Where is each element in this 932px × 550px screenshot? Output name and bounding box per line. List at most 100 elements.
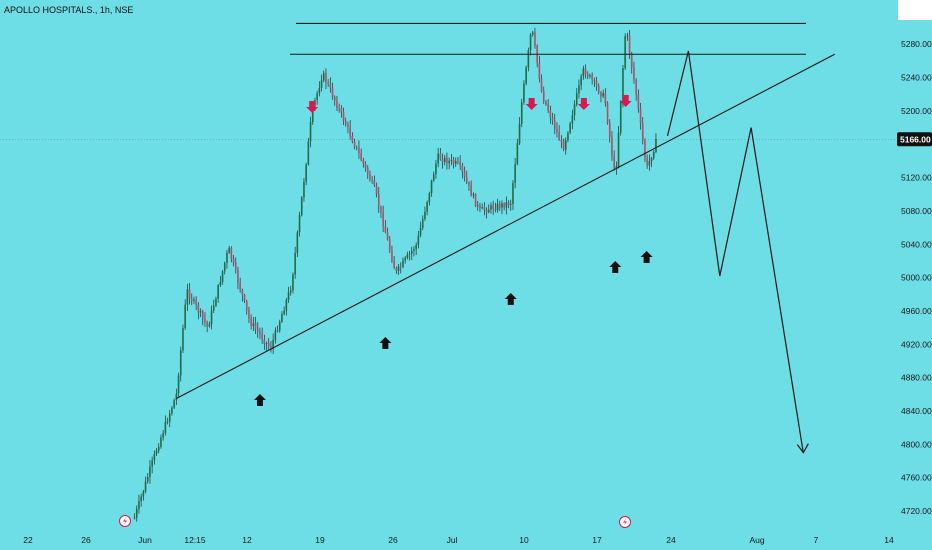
candle-body — [190, 298, 193, 301]
candle-body — [655, 139, 657, 153]
candle-body — [476, 205, 479, 207]
projection-path — [666, 50, 804, 453]
candle-body — [197, 304, 200, 313]
candle-body — [446, 157, 448, 164]
candle-body — [133, 517, 136, 519]
candle-body — [234, 262, 237, 270]
candle-body — [419, 227, 422, 236]
candle-body — [611, 136, 613, 156]
candle-body — [325, 72, 327, 83]
candle-body — [421, 218, 424, 228]
candle-body — [322, 72, 325, 81]
candle-body — [512, 182, 514, 205]
candle-body — [377, 193, 380, 207]
candle-body — [307, 141, 310, 165]
candle-body — [439, 153, 442, 160]
candle-body — [243, 295, 246, 301]
candle-body — [613, 155, 615, 168]
candle-body — [193, 299, 195, 301]
candle-body — [496, 203, 499, 210]
candle-body — [175, 393, 178, 401]
black-up-arrow — [640, 251, 653, 263]
candle-body — [270, 346, 272, 349]
candle-body — [149, 466, 151, 478]
candle-body — [351, 135, 354, 142]
candle-body — [281, 314, 283, 322]
candle-body — [140, 496, 142, 502]
candle-body — [336, 100, 338, 109]
candle-body — [221, 271, 224, 283]
last-price-label: 5166.00 — [900, 134, 931, 144]
candle-body — [448, 160, 450, 164]
candle-body — [437, 153, 439, 164]
candle-body — [633, 67, 635, 81]
candle-body — [503, 203, 505, 208]
candle-body — [278, 321, 281, 331]
y-tick-label: 5040.00 — [901, 239, 932, 249]
candle-body — [542, 90, 545, 102]
red-down-arrow — [525, 98, 538, 110]
candle-body — [215, 298, 217, 306]
candle-body — [586, 74, 589, 77]
candle-body — [263, 339, 266, 344]
candle-body — [406, 254, 409, 258]
candle-body — [509, 204, 512, 206]
last-price-tag — [897, 132, 932, 147]
candle-body — [582, 68, 585, 77]
candle-body — [333, 97, 336, 101]
candle-body — [210, 310, 213, 325]
candle-body — [353, 141, 356, 147]
y-tick-label: 5120.00 — [901, 173, 932, 183]
candle-body — [199, 311, 202, 313]
candle-body — [540, 79, 543, 91]
candle-body — [597, 85, 600, 93]
support-trendline — [176, 53, 835, 399]
candle-body — [232, 258, 235, 263]
candle-body — [470, 185, 472, 196]
candle-body — [188, 289, 191, 299]
candle-body — [501, 203, 503, 208]
candle-body — [212, 305, 215, 311]
price-scale-corner-box — [898, 0, 932, 20]
candle-body — [494, 209, 497, 210]
candle-body — [637, 94, 640, 109]
candle-body — [173, 400, 175, 408]
candle-body — [549, 110, 552, 118]
candle-body — [413, 249, 415, 251]
candle-body — [481, 207, 483, 209]
y-tick-label: 4880.00 — [901, 373, 932, 383]
candle-body — [514, 163, 516, 183]
candle-body — [608, 122, 611, 137]
candle-body — [591, 75, 593, 81]
candle-body — [342, 111, 345, 121]
candle-body — [516, 143, 519, 164]
candle-body — [296, 232, 299, 254]
x-tick-label: Jun — [138, 535, 152, 545]
candle-body — [646, 158, 648, 166]
y-tick-label: 4800.00 — [901, 439, 932, 449]
candle-body — [652, 152, 655, 159]
candle-body — [553, 120, 556, 129]
candle-body — [459, 162, 461, 166]
candle-body — [507, 202, 510, 206]
candle-body — [364, 163, 367, 168]
candle-body — [164, 422, 167, 434]
candle-body — [358, 147, 360, 153]
candle-body — [402, 260, 404, 267]
candle-body — [630, 53, 633, 68]
candle-body — [410, 250, 413, 254]
candle-body — [443, 157, 446, 162]
candle-body — [454, 161, 457, 164]
candle-body — [355, 146, 358, 148]
candle-body — [283, 310, 285, 315]
candle-body — [483, 207, 486, 211]
candle-body — [386, 232, 389, 240]
candle-body — [318, 87, 321, 94]
candle-body — [417, 235, 420, 245]
candle-body — [217, 285, 219, 299]
candle-body — [589, 75, 591, 77]
candle-body — [311, 105, 314, 123]
candle-body — [162, 433, 164, 438]
